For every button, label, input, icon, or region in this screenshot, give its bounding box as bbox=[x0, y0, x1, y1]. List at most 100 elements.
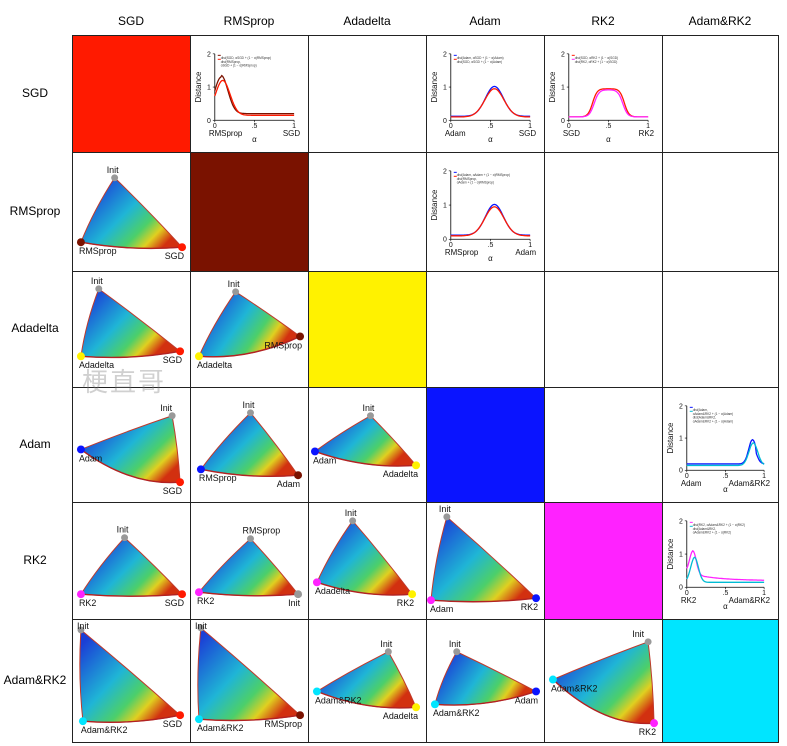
vertex-label-top: Init bbox=[91, 276, 103, 286]
matrix-cell: Init Adam Adadelta bbox=[308, 387, 427, 503]
vertex-label-top: Init bbox=[632, 629, 644, 639]
distance-curve bbox=[568, 89, 649, 118]
endpoint-left-label: RMSprop bbox=[209, 129, 243, 138]
distance-curve bbox=[686, 442, 765, 467]
endpoint-right-label: Adam&RK2 bbox=[729, 479, 770, 488]
y-tick-label: 1 bbox=[561, 85, 565, 92]
distance-curve bbox=[568, 88, 649, 118]
matrix-cell: 0 1 2 0 .5 1 Distance α RK2 Adam&RK2 dist(RK2, αAd… bbox=[662, 502, 779, 620]
loss-surface-3d: RMSprop RK2 Init bbox=[194, 526, 303, 608]
y-tick-label: 1 bbox=[679, 552, 683, 559]
vertex-label-left: Adam&RK2 bbox=[197, 723, 244, 733]
vertex-label-right: Adam bbox=[277, 479, 300, 489]
surface-patch bbox=[80, 288, 182, 358]
y-tick-label: 0 bbox=[443, 237, 447, 244]
interpolation-edge bbox=[80, 448, 181, 484]
x-tick-label: 1 bbox=[292, 123, 296, 130]
x-tick-label: .5 bbox=[723, 590, 729, 597]
vertex-label-left: Adam&RK2 bbox=[81, 725, 128, 735]
surface-patch bbox=[80, 177, 184, 249]
init-point-marker bbox=[453, 648, 461, 656]
column-header: Adam bbox=[469, 14, 501, 28]
loss-surface-3d: Init RMSprop Adam bbox=[196, 400, 303, 489]
x-tick-label: 1 bbox=[646, 123, 650, 130]
vertex-label-right: SGD bbox=[165, 251, 184, 261]
distance-curve bbox=[214, 74, 295, 115]
vertex-label-right: RMSprop bbox=[264, 719, 302, 729]
interpolation-edge bbox=[316, 581, 413, 596]
optimizer-point-marker bbox=[650, 719, 659, 728]
interpolation-edge bbox=[198, 335, 301, 358]
vertex-label-right: RK2 bbox=[521, 602, 538, 612]
vertex-label-top: Init bbox=[439, 504, 451, 514]
diagonal-color-cell bbox=[662, 619, 779, 743]
endpoint-right-label: Adam bbox=[515, 248, 536, 257]
surface-patch bbox=[200, 412, 299, 477]
surface-patch bbox=[79, 415, 181, 484]
row-header: Adadelta bbox=[11, 321, 59, 335]
optimizer-point-marker bbox=[408, 590, 417, 599]
distance-plot: 0 1 2 0 .5 1 Distance α RMSprop SGD dist(SGD, αSGD… bbox=[194, 51, 300, 144]
legend-swatch bbox=[571, 58, 575, 60]
vertex-label-right: Init bbox=[288, 598, 300, 608]
vertex-label-left: Adam bbox=[430, 604, 453, 614]
optimizer-matrix-grid: 0 1 2 0 .5 1 Distance α RMSprop SGD dist(SGD, αSGD… bbox=[72, 35, 779, 743]
diagonal-color-cell bbox=[308, 271, 427, 388]
x-tick-label: 1 bbox=[528, 123, 532, 130]
loss-surface-3d: Init Adam SGD bbox=[76, 403, 185, 496]
surface-patch bbox=[79, 628, 182, 723]
matrix-cell: 0 1 2 0.5 1 Distance α Adam Adam&RK2 dist(Adam, αA… bbox=[662, 387, 779, 503]
vertex-label-right: Adam bbox=[515, 695, 538, 705]
matrix-cell bbox=[544, 387, 663, 503]
init-point-marker bbox=[247, 409, 254, 417]
y-tick-label: 2 bbox=[561, 51, 565, 58]
loss-surface-3d: Init Adam Adadelta bbox=[310, 403, 421, 479]
vertex-label-top: Init bbox=[363, 403, 375, 413]
row-header: Adam&RK2 bbox=[3, 672, 67, 687]
vertex-label-top: Init bbox=[345, 508, 357, 518]
vertex-label-right: SGD bbox=[163, 719, 182, 729]
x-tick-label: 0 bbox=[685, 590, 689, 597]
legend-swatch bbox=[689, 525, 693, 527]
legend-entry: dist(RK2, αRK2 + (1 − α)SGD) bbox=[575, 60, 618, 64]
matrix-cell: 0 1 2 0 .5 1 Distance α SGD RK2 dist(SGD, αRK2 + (… bbox=[544, 35, 663, 153]
x-axis-label: α bbox=[606, 135, 611, 144]
watermark-text: 梗直哥 bbox=[82, 368, 167, 398]
matrix-cell: Init Adam RK2 bbox=[426, 502, 545, 620]
vertex-label-right: SGD bbox=[163, 486, 182, 496]
legend-entry: αSGD + (1 − α)RMSprop) bbox=[221, 64, 257, 68]
endpoint-left-label: RMSprop bbox=[445, 248, 479, 257]
y-axis-label: Distance bbox=[430, 71, 439, 102]
vertex-label-left: Adadelta bbox=[197, 360, 232, 370]
vertex-label-left: RK2 bbox=[197, 596, 214, 606]
interpolation-edge bbox=[80, 350, 181, 359]
y-tick-label: 0 bbox=[207, 118, 211, 125]
column-header: RK2 bbox=[591, 14, 615, 28]
column-header: Adadelta bbox=[343, 14, 391, 28]
y-axis-label: Distance bbox=[430, 189, 439, 220]
legend-swatch bbox=[689, 521, 693, 523]
x-tick-label: .5 bbox=[488, 242, 494, 249]
optimizer-point-marker bbox=[76, 352, 85, 361]
optimizer-point-marker bbox=[412, 703, 421, 712]
legend-entry: dist(Adam, bbox=[693, 408, 708, 412]
distance-curve bbox=[450, 206, 531, 237]
vertex-label-left: Adam bbox=[313, 455, 336, 465]
optimizer-point-marker bbox=[194, 715, 203, 724]
matrix-cell bbox=[662, 271, 779, 388]
x-axis-label: α bbox=[488, 135, 493, 144]
matrix-cell: Init Adam&RK2 Adadelta bbox=[308, 619, 427, 743]
vertex-label-left: RMSprop bbox=[79, 246, 117, 256]
optimizer-point-marker bbox=[412, 461, 421, 470]
endpoint-left-label: SGD bbox=[563, 129, 580, 138]
loss-surface-3d: Init Adadelta RMSprop bbox=[194, 279, 305, 370]
y-tick-label: 1 bbox=[443, 203, 447, 210]
legend-entry: αAdam&RK2 + (1 − α)Adam) bbox=[693, 412, 734, 416]
diagonal-color-cell bbox=[190, 152, 309, 272]
endpoint-right-label: Adam&RK2 bbox=[729, 596, 770, 605]
y-tick-label: 0 bbox=[561, 118, 565, 125]
endpoint-left-label: Adam bbox=[681, 479, 702, 488]
x-tick-label: 0 bbox=[449, 123, 453, 130]
y-tick-label: 0 bbox=[679, 468, 683, 475]
legend-entry: dist(Adam&RK2, bbox=[693, 416, 716, 420]
